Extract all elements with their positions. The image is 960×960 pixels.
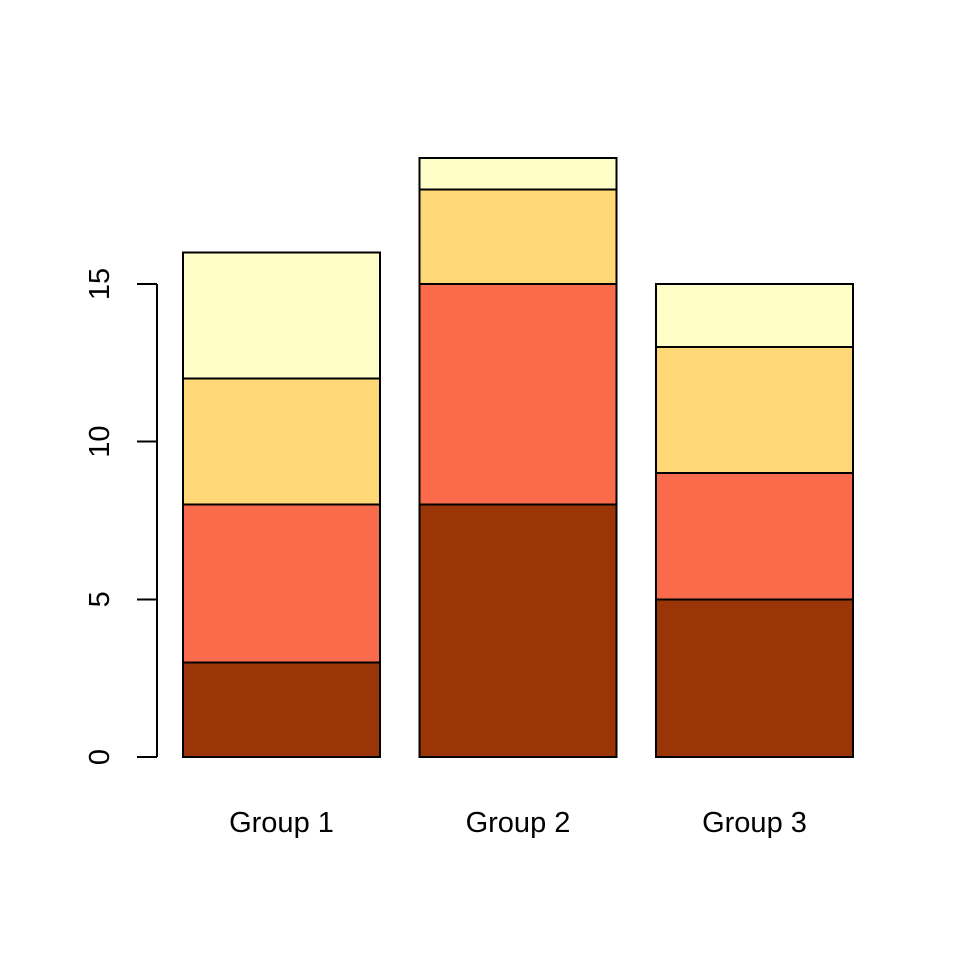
bar-segment-tomato-segment-2: [418, 283, 618, 506]
bar-segment-pale-yellow-segment-3: [655, 283, 854, 349]
bar-segment-dark-brown-segment-3: [655, 598, 854, 759]
y-tick-label: 10: [84, 426, 116, 458]
y-tick-label: 5: [84, 591, 116, 607]
x-category-label-2: Group 2: [466, 807, 571, 839]
bar-segment-dark-brown-segment-2: [418, 503, 618, 758]
bar-segment-pale-yellow-segment-1: [182, 251, 381, 380]
y-tick-label: 0: [84, 749, 116, 765]
bar-segment-gold-segment-2: [418, 188, 618, 286]
bar-segment-gold-segment-3: [655, 346, 854, 475]
x-category-label-1: Group 1: [229, 807, 334, 839]
bar-segment-tomato-segment-3: [655, 472, 854, 601]
x-category-label-3: Group 3: [702, 807, 807, 839]
bar-segment-pale-yellow-segment-2: [418, 156, 618, 191]
y-tick-label: 15: [84, 268, 116, 300]
bar-segment-gold-segment-1: [182, 377, 381, 506]
bar-segment-dark-brown-segment-1: [182, 661, 381, 758]
bar-segment-tomato-segment-1: [182, 503, 381, 664]
